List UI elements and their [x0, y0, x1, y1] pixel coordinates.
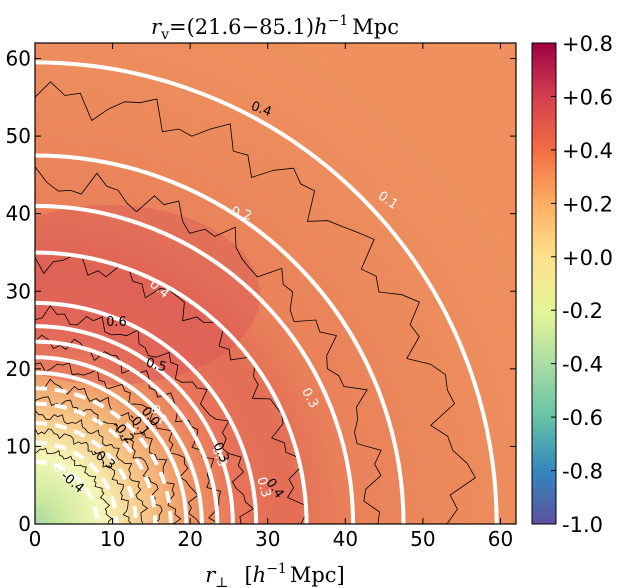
- data-contours: [35, 81, 476, 524]
- heatmap-field: [35, 43, 516, 524]
- xlabel-open: [: [244, 563, 252, 587]
- model-contours: [35, 60, 499, 524]
- xlabel-h: h: [253, 563, 267, 587]
- x-tick-label: 30: [255, 527, 280, 551]
- colorbar-tick-label: +0.4: [562, 139, 613, 163]
- y-tick-label: 30: [6, 279, 31, 303]
- x-axis: 0 10 20 30 40 50 60: [29, 43, 513, 551]
- colorbar-tick-label: -0.2: [562, 299, 603, 323]
- data-contour-line: [35, 410, 149, 524]
- y-tick-label: 50: [6, 124, 31, 148]
- title-h: h: [314, 15, 328, 39]
- xlabel-r: r: [205, 563, 217, 587]
- data-contour-line: [35, 255, 307, 524]
- model-contour-line: [35, 440, 119, 524]
- data-contour-line: [35, 362, 201, 524]
- data-contour-line: [35, 447, 113, 524]
- x-tick-label: 20: [177, 527, 202, 551]
- colorbar-tick-label: +0.6: [562, 85, 613, 109]
- x-tick-label: 50: [410, 527, 435, 551]
- colorbar-ticks: +0.8 +0.6 +0.4 +0.2 +0.0 -0.2 -0.4 -0.6 -0.8 -1.0: [551, 32, 613, 537]
- x-tick-label: 60: [488, 527, 513, 551]
- title-sub: v: [160, 27, 169, 43]
- colorbar-tick-label: -1.0: [562, 513, 603, 537]
- title-r: r: [151, 15, 163, 39]
- chart-title: rv=(21.6−85.1)h−1 Mpc: [151, 13, 399, 43]
- xlabel-sub: ⊥: [215, 575, 228, 588]
- y-tick-label: 40: [6, 202, 31, 226]
- model-contour-line: [35, 153, 406, 524]
- model-contour-line: [35, 300, 259, 524]
- title-exp: −1: [328, 13, 349, 29]
- colorbar-tick-label: -0.8: [562, 460, 603, 484]
- data-contour-line: [35, 396, 163, 524]
- contour-label: 0.5: [144, 356, 168, 376]
- plot-area: 0.10.20.40.30.30.30.1-0.4-0.50.40.60.50.…: [35, 43, 516, 524]
- y-tick-label: 10: [6, 434, 31, 458]
- model-contour-line: [35, 203, 356, 524]
- title-range: =(21.6−85.1): [169, 15, 314, 39]
- colorbar: +0.8 +0.6 +0.4 +0.2 +0.0 -0.2 -0.4 -0.6 -0.8 -1.0: [531, 32, 613, 537]
- model-contour-line: [35, 60, 499, 524]
- xlabel-unit: Mpc]: [290, 563, 345, 587]
- data-contour-line: [35, 166, 382, 524]
- data-contour-line: [35, 81, 476, 524]
- contour-label: 0.6: [106, 315, 127, 330]
- heatmap-peak: [35, 205, 260, 385]
- title-unit: Mpc: [352, 15, 399, 39]
- colorbar-tick-label: -0.4: [562, 353, 603, 377]
- model-contour-line: [35, 370, 189, 524]
- model-contour-line: [35, 324, 235, 524]
- y-tick-label: 60: [6, 47, 31, 71]
- x-tick-label: 10: [100, 527, 125, 551]
- contour-label: 0.3: [253, 475, 273, 499]
- colorbar-tick-label: +0.8: [562, 32, 613, 56]
- model-contour-line: [35, 355, 204, 524]
- model-contour-line: [35, 386, 173, 524]
- colorbar-gradient: [531, 42, 557, 525]
- y-tick-label: 20: [6, 357, 31, 381]
- model-contour-line: [35, 421, 138, 524]
- model-contour-line: [35, 339, 220, 524]
- data-contour-line: [35, 378, 182, 524]
- contour-label: 0.4: [249, 99, 274, 120]
- colorbar-tick-label: +0.2: [562, 192, 613, 216]
- contour-label: 0.3: [208, 444, 230, 469]
- y-tick-label: 0: [18, 512, 31, 536]
- xlabel-exp: −1: [266, 561, 287, 577]
- contour-label: 0.2: [230, 204, 254, 224]
- colorbar-tick-label: +0.0: [562, 246, 613, 270]
- model-contour-line: [35, 250, 309, 524]
- plot-frame: [34, 42, 517, 525]
- x-axis-label: r⊥ [h−1 Mpc]: [205, 561, 345, 588]
- y-axis: 0 10 20 30 40 50 60: [6, 47, 516, 536]
- model-contour-line: [35, 401, 158, 524]
- model-contour-line: [35, 459, 100, 524]
- x-tick-label: 40: [333, 527, 358, 551]
- data-contour-line: [35, 428, 132, 524]
- data-contour-line: [35, 305, 255, 524]
- colorbar-tick-label: -0.6: [562, 406, 603, 430]
- x-tick-label: 0: [29, 527, 42, 551]
